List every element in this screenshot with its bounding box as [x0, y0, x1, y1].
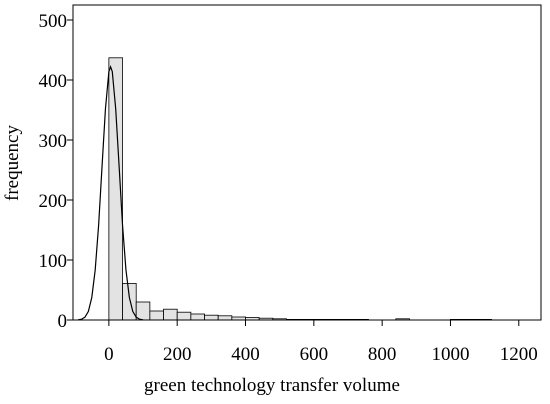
normal-curve — [78, 65, 144, 321]
x-tick-label: 600 — [300, 344, 329, 365]
x-tick-label: 400 — [231, 344, 260, 365]
bar — [149, 310, 164, 321]
y-tick-label: 0 — [58, 311, 68, 332]
x-tick-label: 1200 — [500, 344, 538, 365]
y-axis-label: frequency — [2, 125, 23, 201]
bar — [135, 301, 151, 321]
y-tick-label: 500 — [39, 11, 68, 32]
x-tick-label: 1000 — [431, 344, 469, 365]
x-tick-label: 200 — [163, 344, 192, 365]
y-tick-label: 200 — [39, 191, 68, 212]
plot-frame — [72, 4, 542, 321]
bar — [204, 314, 219, 321]
y-tick-label: 400 — [39, 71, 68, 92]
x-axis-label: green technology transfer volume — [144, 375, 400, 396]
bar — [217, 315, 233, 321]
x-tick-label: 800 — [368, 344, 397, 365]
bar — [190, 313, 205, 321]
bar — [163, 308, 178, 321]
y-tick-label: 300 — [39, 131, 68, 152]
y-tick-label: 100 — [39, 251, 68, 272]
x-tick-label: 0 — [104, 344, 114, 365]
bar — [176, 311, 192, 321]
